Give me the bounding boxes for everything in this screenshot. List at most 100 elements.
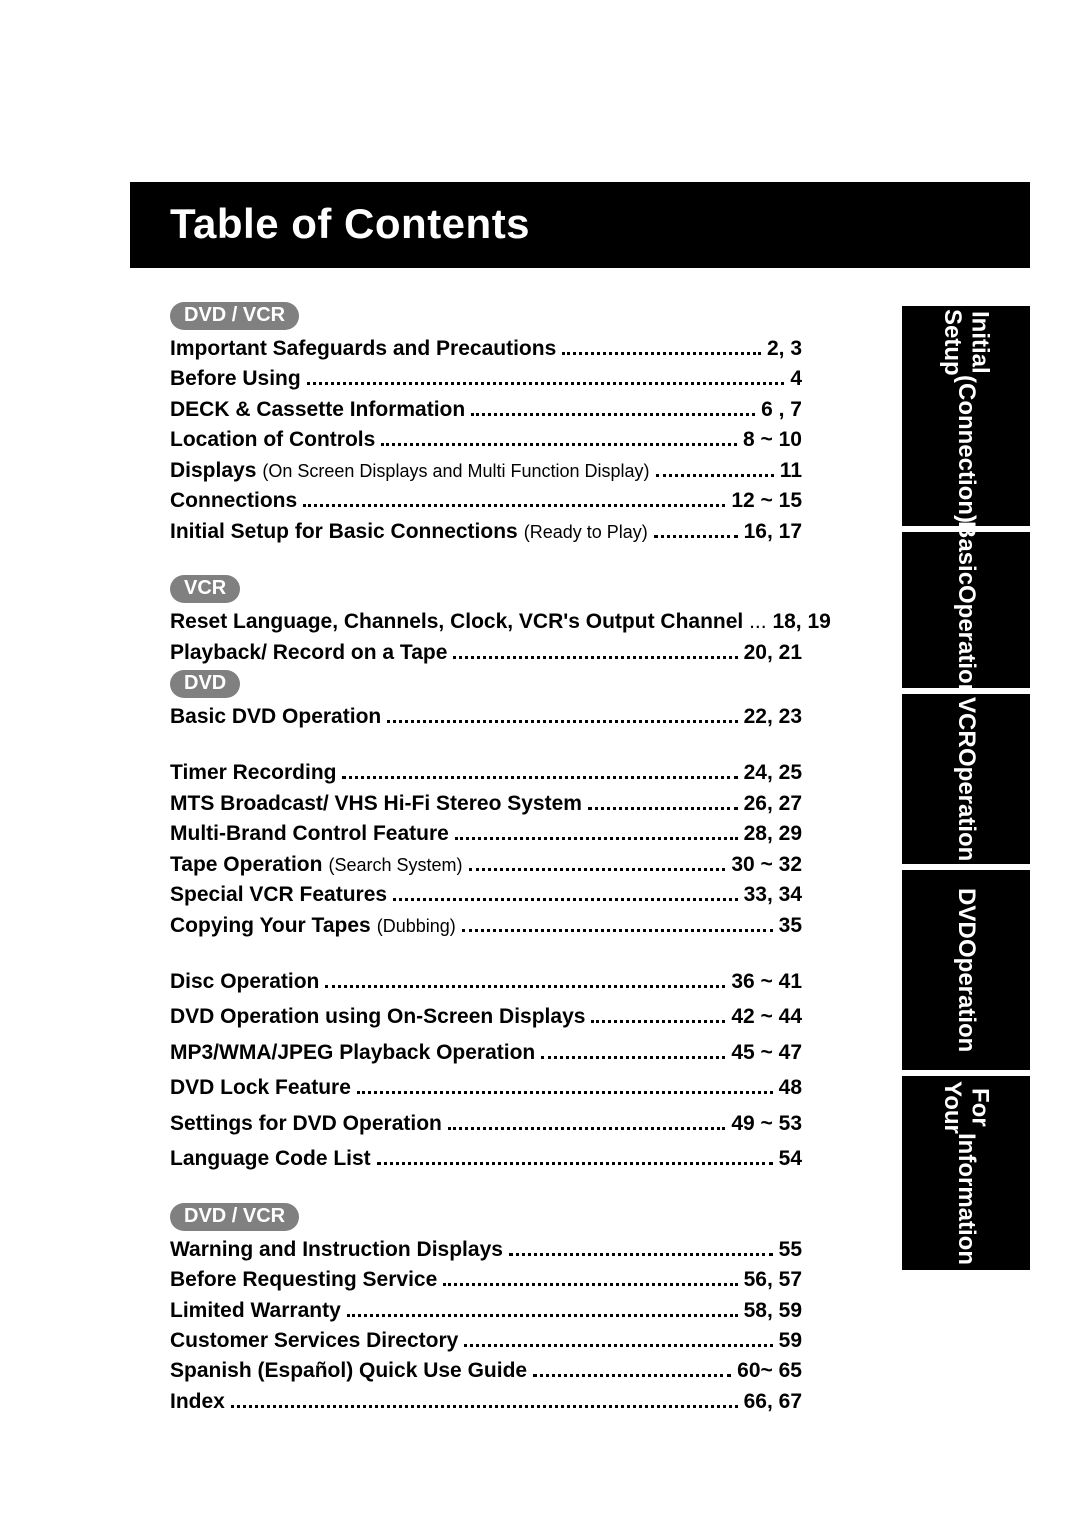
toc-page: 56, 57 xyxy=(744,1265,802,1295)
toc-page: 54 xyxy=(779,1144,802,1174)
toc-sublabel: (Ready to Play) xyxy=(524,519,648,545)
tab-line1: For Your xyxy=(938,1081,993,1134)
toc-page: 66, 67 xyxy=(744,1387,802,1417)
toc-label: DVD Operation using On-Screen Displays xyxy=(170,1002,585,1032)
toc-label: Location of Controls xyxy=(170,425,375,455)
toc-dots xyxy=(377,1155,773,1166)
toc-entry: Special VCR Features 33, 34 xyxy=(170,880,802,910)
toc-label: Before Requesting Service xyxy=(170,1265,437,1295)
toc-label: Initial Setup for Basic Connections xyxy=(170,517,518,547)
toc-dots xyxy=(588,799,738,810)
toc-section: DVD / VCR Important Safeguards and Precau… xyxy=(170,302,802,547)
toc-entry: MTS Broadcast/ VHS Hi-Fi Stereo System 26… xyxy=(170,789,802,819)
toc-label: Customer Services Directory xyxy=(170,1326,458,1356)
toc-label: Disc Operation xyxy=(170,967,319,997)
toc-dots xyxy=(381,436,737,447)
toc-dots xyxy=(347,1306,738,1317)
toc-page: 11 xyxy=(780,456,802,486)
toc-label: Language Code List xyxy=(170,1144,371,1174)
toc-label: Settings for DVD Operation xyxy=(170,1109,442,1139)
toc-entry: Tape Operation (Search System)30 ~ 32 xyxy=(170,850,802,880)
section-pill: DVD xyxy=(170,670,240,698)
toc-section: Timer Recording24, 25MTS Broadcast/ VHS … xyxy=(170,758,802,941)
toc-page: 12 ~ 15 xyxy=(731,486,802,516)
toc-label: Reset Language, Channels, Clock, VCR's O… xyxy=(170,607,743,637)
toc-label: Displays xyxy=(170,456,256,486)
toc-dots xyxy=(462,921,773,932)
toc-page: 36 ~ 41 xyxy=(731,967,802,997)
toc-page: 55 xyxy=(779,1235,802,1265)
toc-dots xyxy=(325,978,725,989)
toc-page: 33, 34 xyxy=(744,880,802,910)
tab-line1: Initial Setup xyxy=(938,309,993,376)
page-title: Table of Contents xyxy=(130,182,1030,268)
tab-line2: (Connection) xyxy=(952,375,980,523)
toc-entry: MP3/WMA/JPEG Playback Operation 45 ~ 47 xyxy=(170,1038,802,1068)
toc-sublabel: (Search System) xyxy=(328,852,462,878)
toc-entry: Customer Services Directory 59 xyxy=(170,1326,802,1356)
toc-page: 30 ~ 32 xyxy=(731,850,802,880)
section-pill: DVD / VCR xyxy=(170,1203,299,1231)
tab-line1: DVD xyxy=(952,888,980,939)
toc-dots xyxy=(357,1084,773,1095)
page: Table of Contents DVD / VCR Important Saf… xyxy=(130,182,1030,1425)
toc-dots xyxy=(509,1245,773,1256)
toc-entry: Spanish (Español) Quick Use Guide60~ 65 xyxy=(170,1356,802,1386)
toc-entry: Copying Your Tapes (Dubbing)35 xyxy=(170,911,802,941)
toc-page: 20, 21 xyxy=(744,638,802,668)
toc-entry: Multi-Brand Control Feature 28, 29 xyxy=(170,819,802,849)
toc-label: Important Safeguards and Precautions xyxy=(170,334,556,364)
toc-entry: Important Safeguards and Precautions 2, 3 xyxy=(170,334,802,364)
toc-entry: Displays (On Screen Displays and Multi F… xyxy=(170,456,802,486)
tab-line1: VCR xyxy=(952,697,980,748)
toc-label: Warning and Instruction Displays xyxy=(170,1235,503,1265)
toc-entry: Reset Language, Channels, Clock, VCR's O… xyxy=(170,607,802,637)
toc-label: Copying Your Tapes xyxy=(170,911,371,941)
section-tab: Initial Setup(Connection) xyxy=(902,306,1030,526)
toc-page: 42 ~ 44 xyxy=(731,1002,802,1032)
toc-label: Special VCR Features xyxy=(170,880,387,910)
toc-label: MP3/WMA/JPEG Playback Operation xyxy=(170,1038,535,1068)
toc-dots xyxy=(654,527,738,538)
toc-sublabel: (On Screen Displays and Multi Function D… xyxy=(262,458,649,484)
content-area: DVD / VCR Important Safeguards and Precau… xyxy=(130,268,1030,1425)
toc-label: Basic DVD Operation xyxy=(170,702,381,732)
toc-label: DECK & Cassette Information xyxy=(170,395,465,425)
toc-page: 49 ~ 53 xyxy=(731,1109,802,1139)
toc-page: 59 xyxy=(779,1326,802,1356)
toc-dots xyxy=(393,891,738,902)
section-pill: VCR xyxy=(170,575,240,603)
toc-page: 28, 29 xyxy=(744,819,802,849)
toc-section: VCR Reset Language, Channels, Clock, VCR'… xyxy=(170,575,802,732)
tab-column: Initial Setup(Connection)BasicOperationV… xyxy=(902,306,1030,1270)
toc-dots xyxy=(342,769,737,780)
toc-label: Multi-Brand Control Feature xyxy=(170,819,449,849)
tab-line2: Information xyxy=(952,1133,980,1265)
toc-entry: Index66, 67 xyxy=(170,1387,802,1417)
toc-entry: Initial Setup for Basic Connections (Rea… xyxy=(170,517,802,547)
toc-dots xyxy=(387,712,737,723)
toc-page: 45 ~ 47 xyxy=(731,1038,802,1068)
toc-page: 16, 17 xyxy=(744,517,802,547)
toc-entry: Connections12 ~ 15 xyxy=(170,486,802,516)
section-tab: BasicOperation xyxy=(902,532,1030,688)
toc-dots xyxy=(656,466,774,477)
toc-entry: Settings for DVD Operation 49 ~ 53 xyxy=(170,1109,802,1139)
tab-line2: Operation xyxy=(952,748,980,861)
toc-page: 22, 23 xyxy=(744,702,802,732)
toc-page: 60~ 65 xyxy=(737,1356,802,1386)
toc-page: 26, 27 xyxy=(744,789,802,819)
toc-page: 2, 3 xyxy=(767,334,802,364)
toc-entry: DVD Operation using On-Screen Displays 42… xyxy=(170,1002,802,1032)
toc-entry: Before Using4 xyxy=(170,364,802,394)
toc-dots xyxy=(471,405,755,416)
toc-dots xyxy=(455,830,738,841)
tab-line1: Basic xyxy=(952,521,980,585)
toc-label: DVD Lock Feature xyxy=(170,1073,351,1103)
toc-label: Before Using xyxy=(170,364,301,394)
toc-page: 8 ~ 10 xyxy=(743,425,802,455)
toc-label: MTS Broadcast/ VHS Hi-Fi Stereo System xyxy=(170,789,582,819)
toc-section: DVD / VCR Warning and Instruction Display… xyxy=(170,1203,802,1418)
section-pill: DVD / VCR xyxy=(170,302,299,330)
toc-dots xyxy=(307,375,785,386)
